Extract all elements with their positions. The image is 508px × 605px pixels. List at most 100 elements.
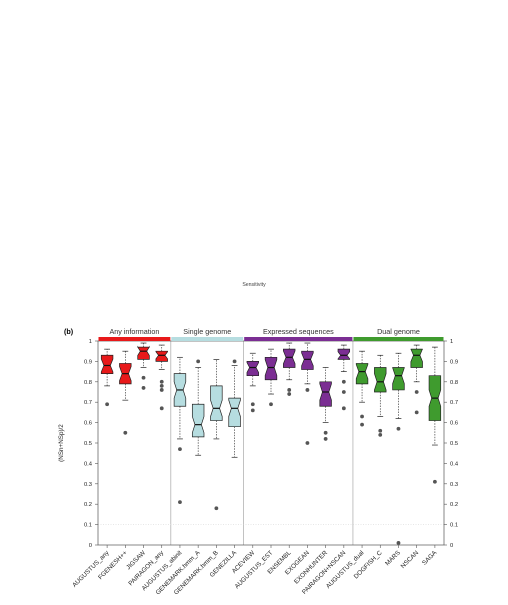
box-body — [319, 381, 332, 407]
box-FGENESH++ — [119, 350, 132, 435]
y-tick-label-right: 0 — [450, 543, 453, 549]
box-ENSEMBL — [283, 342, 296, 396]
outlier-point — [232, 359, 237, 364]
outlier-point — [341, 379, 346, 384]
outlier-point — [287, 388, 292, 392]
box-AUGUSTUS_dual — [355, 350, 369, 427]
box-EXONHUNTER — [319, 367, 332, 441]
box-body — [155, 350, 168, 362]
y-tick-label-right: 0.2 — [450, 502, 458, 508]
outlier-point — [305, 388, 310, 392]
outlier-point — [341, 406, 346, 411]
y-tick-label-left: 0.4 — [84, 461, 93, 467]
y-tick-label-right: 0.4 — [450, 461, 459, 467]
box-SAGA — [428, 346, 442, 484]
outlier-point — [141, 375, 146, 380]
box-MARS — [392, 352, 405, 545]
box-body — [246, 361, 259, 377]
outlier-point — [141, 386, 146, 390]
outlier-point — [360, 414, 364, 419]
outlier-point — [360, 422, 364, 427]
box-body — [137, 345, 150, 360]
box-body — [283, 348, 296, 368]
box-body — [410, 348, 423, 368]
box-body — [191, 403, 205, 438]
y-tick-label-left: 0.3 — [84, 482, 92, 488]
box-PAIRAGON_any — [155, 344, 168, 411]
outlier-point — [159, 406, 164, 411]
outlier-point — [396, 541, 401, 545]
group-color-bar — [98, 337, 171, 341]
box-body — [210, 385, 223, 421]
outlier-point — [396, 426, 401, 431]
group-color-bar — [353, 337, 444, 341]
outlier-point — [105, 402, 110, 407]
x-tick-label: SAGA — [421, 549, 439, 567]
outlier-point — [269, 402, 273, 407]
box-body — [264, 356, 278, 381]
box-DOGFISH_C — [374, 354, 387, 437]
box-AUGUSTUS_abinit — [173, 356, 187, 505]
box-body — [374, 367, 387, 393]
y-tick-label-right: 0.8 — [450, 380, 458, 386]
box-EXOGEAN — [301, 342, 314, 445]
y-tick-label-left: 0.5 — [84, 441, 92, 447]
box-body — [355, 363, 369, 385]
outlier-point — [414, 390, 419, 394]
y-axis-label: (NSn+NSp)/2 — [58, 424, 65, 462]
group-color-bar — [244, 337, 353, 341]
box-body — [100, 354, 114, 374]
group-label: Single genome — [183, 327, 231, 336]
outlier-point — [323, 437, 328, 441]
box-body — [337, 348, 351, 360]
outlier-point — [250, 408, 255, 413]
outlier-point — [323, 430, 328, 435]
box-GENEZILLA — [228, 359, 241, 458]
outlier-point — [178, 447, 182, 452]
outlier-point — [178, 500, 182, 505]
y-tick-label-right: 0.3 — [450, 482, 458, 488]
y-tick-label-left: 0 — [89, 543, 92, 549]
outlier-point — [378, 432, 383, 437]
outlier-point — [159, 379, 164, 384]
box-PAIRAGON+NSCAN — [337, 344, 351, 411]
y-tick-label-left: 0.8 — [84, 380, 92, 386]
outlier-point — [196, 359, 201, 364]
x-tick-label: NSCAN — [400, 549, 421, 570]
outlier-point — [214, 506, 219, 511]
group-label: Expressed sequences — [263, 327, 334, 336]
group-label: Any information — [109, 327, 159, 336]
chart-title: Sensitivity — [242, 282, 266, 288]
box-GENEMARK.hmm_A — [191, 359, 205, 456]
y-tick-label-right: 0.9 — [450, 359, 458, 365]
y-tick-label-right: 0.7 — [450, 400, 458, 406]
y-tick-label-left: 0.9 — [84, 359, 92, 365]
panel-label: (b) — [64, 327, 74, 336]
outlier-point — [432, 479, 437, 484]
outlier-point — [378, 428, 383, 433]
y-tick-label-right: 1 — [450, 339, 453, 345]
box-body — [228, 397, 241, 428]
y-tick-label-left: 0.1 — [84, 523, 92, 529]
box-JIGSAW — [137, 342, 150, 390]
y-tick-label-right: 0.1 — [450, 523, 458, 529]
box-AUGUSTUS_EST — [264, 348, 278, 407]
outlier-point — [287, 392, 292, 396]
y-tick-label-left: 1 — [89, 339, 92, 345]
box-ACEVIEW — [246, 352, 259, 413]
y-tick-label-left: 0.2 — [84, 502, 92, 508]
outlier-point — [159, 388, 164, 392]
y-tick-label-left: 0.6 — [84, 421, 92, 427]
y-tick-label-right: 0.5 — [450, 441, 458, 447]
outlier-point — [250, 402, 255, 407]
y-tick-label-right: 0.6 — [450, 421, 458, 427]
group-color-bar — [171, 337, 244, 341]
group-label: Dual genome — [377, 327, 420, 336]
outlier-point — [341, 390, 346, 394]
box-body — [392, 367, 405, 391]
outlier-point — [414, 410, 419, 415]
outlier-point — [159, 383, 164, 388]
outlier-point — [305, 441, 310, 445]
